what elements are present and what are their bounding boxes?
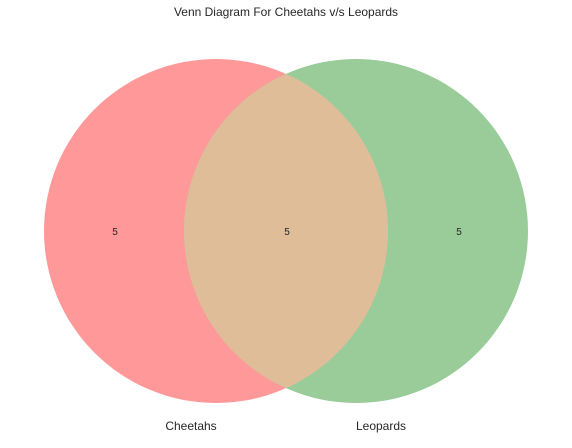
overlap-count: 5: [284, 227, 290, 238]
diagram-title: Venn Diagram For Cheetahs v/s Leopards: [174, 5, 398, 19]
overlap-region: [184, 59, 388, 403]
cheetahs-label: Cheetahs: [165, 419, 216, 433]
cheetahs-only-count: 5: [112, 227, 118, 238]
leopards-only-count: 5: [456, 227, 462, 238]
leopards-label: Leopards: [356, 419, 406, 433]
